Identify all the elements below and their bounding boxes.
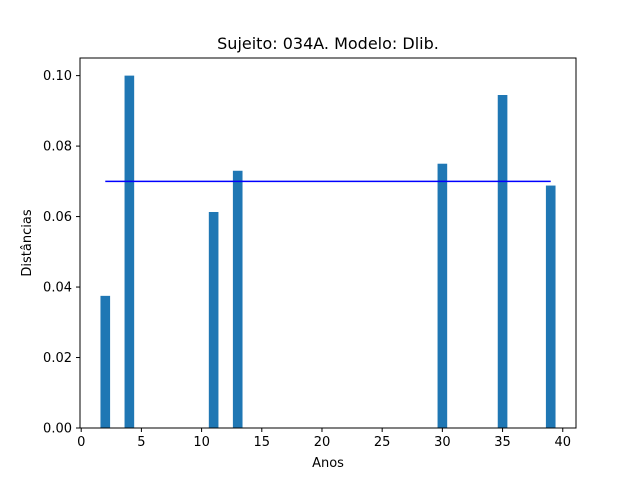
- x-tick-label-8: 40: [554, 435, 571, 450]
- y-axis: 0.00 0.02 0.04 0.06 0.08 0.10: [43, 69, 80, 437]
- x-tick-label-5: 25: [374, 435, 391, 450]
- y-tick-label-1: 0.02: [43, 351, 72, 366]
- bar-6: [545, 185, 556, 428]
- bar-1: [124, 75, 135, 428]
- x-tick-label-6: 30: [434, 435, 451, 450]
- y-tick-label-4: 0.08: [43, 140, 72, 155]
- x-tick-label-0: 0: [77, 435, 85, 450]
- y-tick-label-2: 0.04: [43, 281, 72, 296]
- plot-frame: [79, 57, 577, 429]
- bar-0: [100, 295, 111, 428]
- x-tick-label-3: 15: [254, 435, 271, 450]
- x-axis-label: Anos: [312, 456, 344, 471]
- y-tick-label-3: 0.06: [43, 210, 72, 225]
- chart-title: Sujeito: 034A. Modelo: Dlib.: [217, 34, 439, 53]
- bar-5: [497, 95, 508, 428]
- x-tick-label-2: 10: [193, 435, 210, 450]
- x-tick-label-7: 35: [494, 435, 511, 450]
- bar-3: [232, 170, 243, 428]
- bar-4: [437, 163, 448, 428]
- bar-2: [208, 211, 219, 428]
- y-tick-label-5: 0.10: [43, 69, 72, 84]
- x-tick-label-1: 5: [137, 435, 145, 450]
- x-tick-label-4: 20: [314, 435, 331, 450]
- y-axis-label: Distâncias: [20, 209, 35, 276]
- y-tick-label-0: 0.00: [43, 422, 72, 437]
- x-axis: 0 5 10 15 20 25 30 35 40: [77, 428, 571, 450]
- bars-group: [100, 75, 556, 428]
